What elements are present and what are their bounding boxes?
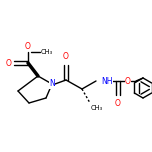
Text: O: O <box>5 59 11 67</box>
Text: O: O <box>63 52 69 61</box>
Text: N: N <box>49 79 55 88</box>
Text: CH₃: CH₃ <box>91 105 103 111</box>
Text: NH: NH <box>101 76 112 85</box>
Text: CH₃: CH₃ <box>41 49 53 55</box>
Text: O: O <box>115 99 121 108</box>
Text: O: O <box>125 76 131 85</box>
Text: O: O <box>25 42 31 51</box>
